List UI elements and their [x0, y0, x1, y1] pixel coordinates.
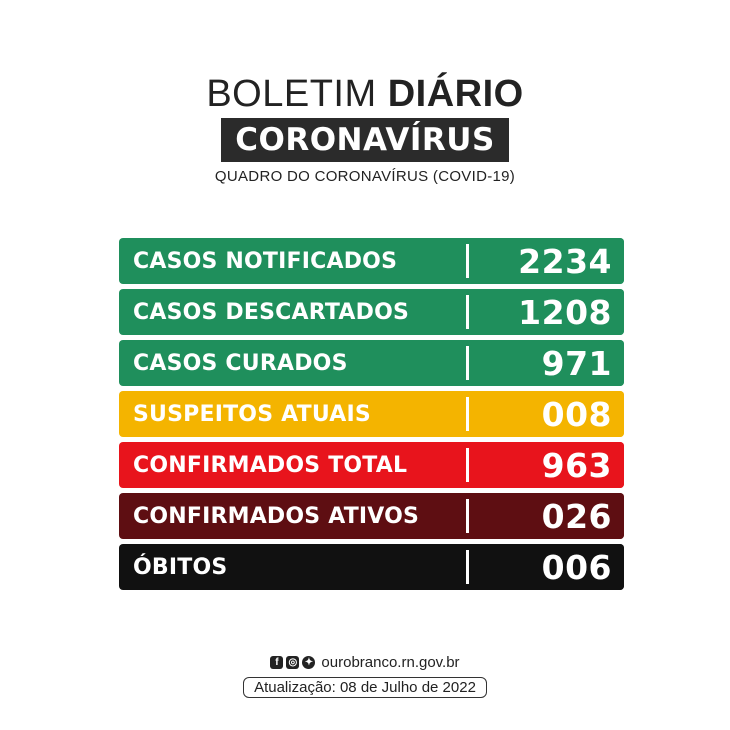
- stat-value: 006: [541, 547, 612, 587]
- value-background: [469, 289, 624, 335]
- title-regular: BOLETIM: [206, 73, 388, 115]
- value-background: [469, 238, 624, 284]
- header: BOLETIM DIÁRIO CORONAVÍRUS QUADRO DO COR…: [0, 72, 730, 185]
- stat-row-descartados: CASOS DESCARTADOS 1208: [119, 289, 624, 335]
- value-background: [469, 493, 624, 539]
- instagram-icon[interactable]: ◎: [286, 656, 300, 669]
- stat-value: 963: [541, 445, 612, 485]
- divider: [466, 397, 469, 431]
- stat-label: CONFIRMADOS TOTAL: [133, 452, 408, 478]
- stat-row-notificados: CASOS NOTIFICADOS 2234: [119, 238, 624, 284]
- stat-label: CASOS NOTIFICADOS: [133, 248, 398, 274]
- stat-value: 1208: [518, 292, 612, 332]
- divider: [466, 448, 469, 482]
- divider: [466, 499, 469, 533]
- stats-table: CASOS NOTIFICADOS 2234 CASOS DESCARTADOS…: [119, 238, 624, 595]
- title-box: CORONAVÍRUS: [221, 118, 509, 162]
- divider: [466, 295, 469, 329]
- page-title: BOLETIM DIÁRIO: [0, 72, 730, 116]
- divider: [466, 244, 469, 278]
- stat-value: 2234: [518, 241, 612, 281]
- stat-row-curados: CASOS CURADOS 971: [119, 340, 624, 386]
- twitter-icon[interactable]: ✦: [302, 656, 316, 669]
- divider: [466, 550, 469, 584]
- stat-label: CASOS DESCARTADOS: [133, 299, 410, 325]
- stat-row-confirmados-total: CONFIRMADOS TOTAL 963: [119, 442, 624, 488]
- stat-label: SUSPEITOS ATUAIS: [133, 401, 371, 427]
- social-links: f ◎ ✦ ourobranco.rn.gov.br: [270, 654, 460, 671]
- stat-row-suspeitos: SUSPEITOS ATUAIS 008: [119, 391, 624, 437]
- stat-value: 008: [541, 394, 612, 434]
- subtitle: QUADRO DO CORONAVÍRUS (COVID-19): [214, 168, 516, 185]
- facebook-icon[interactable]: f: [270, 656, 284, 669]
- stat-row-obitos: ÓBITOS 006: [119, 544, 624, 590]
- value-background: [469, 340, 624, 386]
- footer: f ◎ ✦ ourobranco.rn.gov.br Atualização: …: [0, 650, 730, 698]
- title-bold: DIÁRIO: [387, 73, 524, 115]
- stat-label: ÓBITOS: [133, 554, 228, 580]
- value-background: [469, 544, 624, 590]
- stat-row-confirmados-ativos: CONFIRMADOS ATIVOS 026: [119, 493, 624, 539]
- value-background: [469, 391, 624, 437]
- stat-value: 026: [541, 496, 612, 536]
- website-link[interactable]: ourobranco.rn.gov.br: [321, 654, 460, 671]
- divider: [466, 346, 469, 380]
- stat-value: 971: [541, 343, 612, 383]
- stat-label: CONFIRMADOS ATIVOS: [133, 503, 420, 529]
- update-date: Atualização: 08 de Julho de 2022: [243, 677, 487, 698]
- stat-label: CASOS CURADOS: [133, 350, 348, 376]
- value-background: [469, 442, 624, 488]
